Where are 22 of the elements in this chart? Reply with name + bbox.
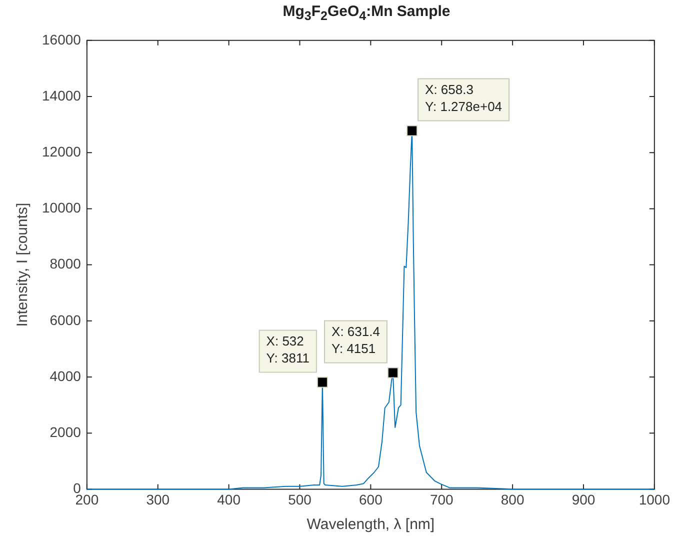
chart-title: Mg$_{3}$F$_{2}$GeO$_{4}$:Mn Sample xyxy=(282,2,452,25)
y-tick-label: 2000 xyxy=(50,424,82,440)
y-tick-label: 4000 xyxy=(50,368,82,384)
x-tick-label: 700 xyxy=(430,491,454,508)
x-tick-label: 1000 xyxy=(638,491,670,508)
x-tick-label: 500 xyxy=(288,491,312,508)
annotation: X: 532 Y: 3811 xyxy=(266,333,310,366)
y-tick-label: 10000 xyxy=(42,200,82,216)
x-tick-label: 800 xyxy=(500,491,524,508)
x-tick-label: 900 xyxy=(572,491,596,508)
y-tick-label: 12000 xyxy=(42,143,82,160)
x-axis-title: Wavelength, λ [nm] xyxy=(306,516,435,534)
annotation: X: 658.3 Y: 1.278e+04 xyxy=(425,82,502,114)
x-tick-label: 300 xyxy=(146,491,170,508)
y-tick-label: 16000 xyxy=(42,31,82,48)
x-tick-label: 600 xyxy=(359,491,383,508)
x-tick-label: 400 xyxy=(217,491,241,508)
y-axis-title: Intensity, I [counts] xyxy=(14,202,32,327)
y-tick-label: 14000 xyxy=(42,87,82,104)
y-tick-label: 8000 xyxy=(50,256,82,272)
annotation: X: 631.4 Y: 4151 xyxy=(332,324,380,356)
y-tick-label: 6000 xyxy=(50,312,82,328)
